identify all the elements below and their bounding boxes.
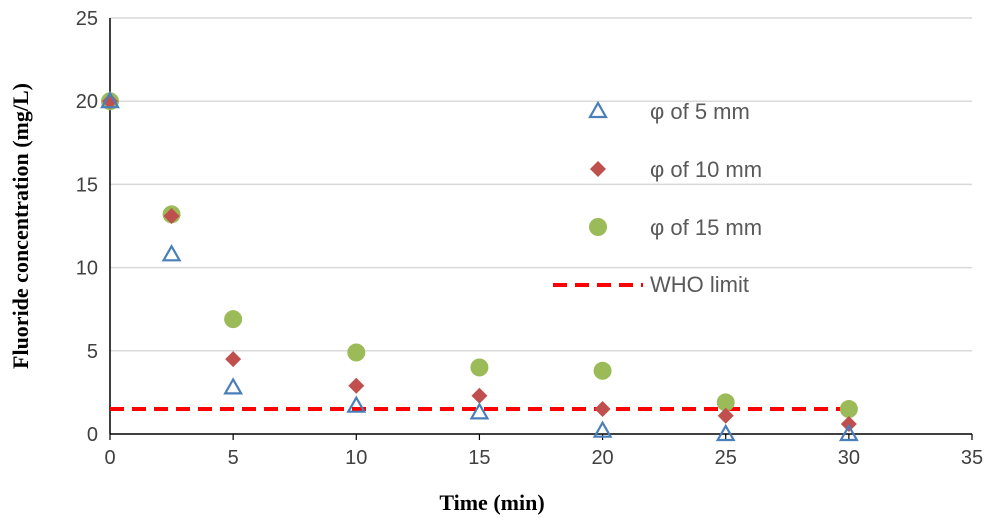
y-tick-label: 20 [76, 91, 98, 113]
x-tick-label: 25 [715, 447, 737, 469]
y-tick-label: 25 [76, 8, 98, 30]
data-points [100, 90, 859, 442]
x-tick-label: 10 [345, 447, 367, 469]
data-point-diamond [225, 351, 242, 368]
data-point-triangle-open [100, 90, 120, 109]
legend-marker-circle [589, 218, 607, 236]
x-tick-label: 5 [228, 447, 239, 469]
x-tick-label: 0 [104, 447, 115, 469]
x-axis-title: Time (min) [439, 490, 544, 515]
y-tick-labels: 0 5 10 15 20 25 [76, 8, 98, 446]
data-point-circle [470, 358, 489, 377]
data-point-diamond [102, 93, 118, 110]
data-point-triangle-open [346, 395, 367, 413]
y-tick-label: 0 [87, 424, 98, 446]
legend-label-5mm: φ of 5 mm [650, 99, 750, 124]
data-point-circle [224, 310, 243, 329]
x-tick-label: 20 [591, 447, 613, 469]
data-point-triangle-open [715, 423, 736, 442]
data-point-diamond [471, 387, 488, 404]
data-point-triangle-open [469, 402, 490, 420]
axes [109, 18, 972, 435]
data-point-triangle-open [223, 377, 244, 395]
legend-marker-diamond [590, 161, 606, 177]
data-point-diamond [348, 377, 365, 394]
data-point-triangle-open [592, 420, 613, 438]
x-tick-label: 15 [468, 447, 490, 469]
x-tick-label: 35 [961, 447, 983, 469]
y-tick-label: 5 [87, 341, 98, 363]
legend-markers [553, 100, 643, 287]
data-point-diamond [163, 208, 180, 225]
y-axis-title: Fluoride concentration (mg/L) [8, 83, 33, 369]
data-point-triangle-open [161, 244, 182, 262]
legend-label-10mm: φ of 10 mm [650, 157, 762, 182]
legend-label-15mm: φ of 15 mm [650, 215, 762, 240]
data-point-circle [593, 361, 612, 380]
data-point-triangle-open [838, 423, 859, 442]
x-tick-label: 30 [838, 447, 860, 469]
data-point-circle [716, 393, 735, 412]
legend-marker-triangle-open [588, 100, 608, 119]
data-point-circle [839, 400, 858, 419]
data-point-diamond [594, 401, 611, 418]
y-tick-label: 10 [76, 258, 98, 280]
legend-label-who: WHO limit [650, 272, 749, 297]
data-point-diamond [717, 407, 734, 424]
legend: φ of 5 mm φ of 10 mm φ of 15 mm WHO limi… [553, 99, 762, 297]
x-tick-labels: 0 5 10 15 20 25 30 35 [104, 434, 983, 469]
y-tick-label: 15 [76, 174, 98, 196]
data-point-circle [347, 343, 366, 362]
gridlines [110, 17, 972, 352]
